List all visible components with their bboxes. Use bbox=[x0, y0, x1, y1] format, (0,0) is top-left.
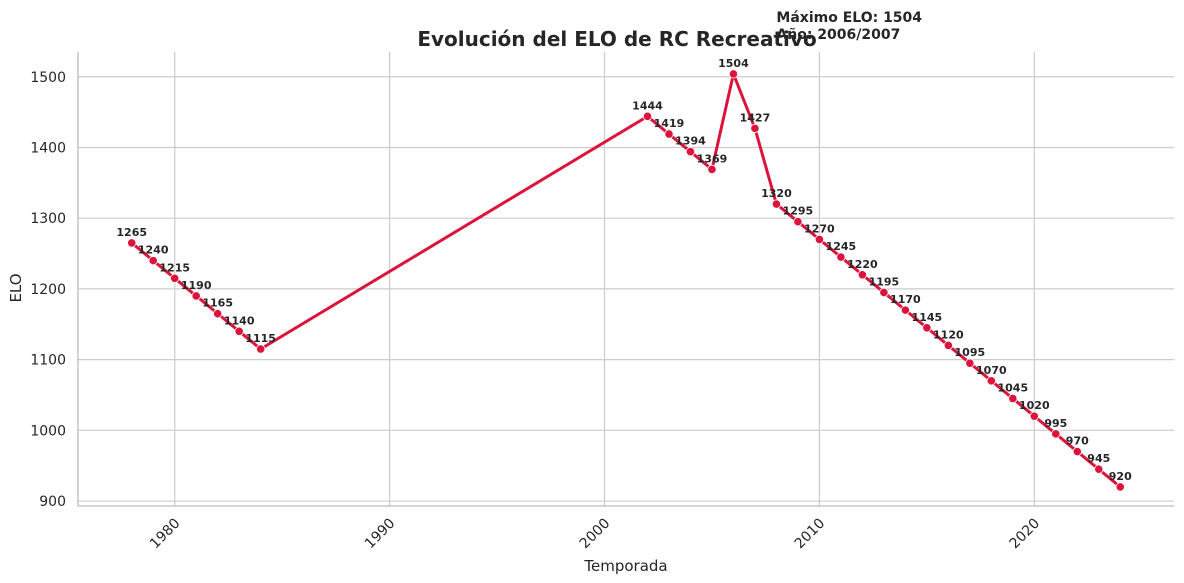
x-tick-label: 1980 bbox=[147, 516, 184, 553]
data-point bbox=[857, 270, 867, 280]
data-point bbox=[728, 69, 739, 79]
data-point bbox=[965, 358, 975, 368]
data-point bbox=[943, 340, 953, 351]
data-point bbox=[1072, 446, 1082, 457]
y-tick-label: 1100 bbox=[30, 353, 66, 369]
data-point bbox=[148, 256, 158, 266]
data-label: 1220 bbox=[847, 258, 878, 271]
data-point bbox=[1029, 411, 1039, 421]
data-label: 1070 bbox=[976, 364, 1007, 377]
data-label: 1295 bbox=[783, 205, 814, 218]
data-label: 1320 bbox=[761, 187, 792, 200]
data-point bbox=[986, 376, 996, 386]
data-label: 1115 bbox=[245, 332, 276, 345]
grid bbox=[78, 52, 1174, 506]
data-label: 1240 bbox=[138, 244, 169, 257]
elo-series-line bbox=[130, 72, 1122, 489]
data-point bbox=[922, 323, 932, 333]
data-label: 1145 bbox=[912, 311, 943, 324]
data-label: 1215 bbox=[159, 261, 190, 274]
data-point bbox=[642, 111, 653, 121]
data-label: 1270 bbox=[804, 222, 835, 235]
x-tick-label: 1990 bbox=[362, 516, 399, 553]
data-point bbox=[685, 147, 696, 157]
axes-spines bbox=[77, 52, 1174, 507]
data-label: 1245 bbox=[826, 240, 857, 253]
data-point bbox=[900, 305, 910, 315]
series-line bbox=[130, 72, 1122, 489]
series-points bbox=[127, 69, 1125, 492]
data-label: 1095 bbox=[955, 346, 986, 359]
data-point bbox=[213, 309, 223, 319]
data-point bbox=[234, 326, 244, 336]
data-label: 1444 bbox=[632, 99, 663, 112]
x-tick-label: 2020 bbox=[1007, 516, 1044, 553]
data-point bbox=[664, 129, 674, 139]
data-point bbox=[1051, 429, 1061, 439]
data-label: 1195 bbox=[869, 275, 900, 288]
y-tick-label: 1400 bbox=[30, 140, 66, 156]
data-label: 1170 bbox=[890, 293, 921, 306]
data-label: 1165 bbox=[202, 297, 233, 310]
data-label: 1190 bbox=[181, 279, 212, 292]
data-point bbox=[170, 273, 180, 283]
max-elo-annotation: Máximo ELO: 1504 bbox=[776, 10, 922, 26]
data-point bbox=[191, 291, 201, 301]
data-label: 1427 bbox=[740, 111, 771, 124]
data-label: 1394 bbox=[675, 135, 706, 148]
data-point bbox=[256, 344, 266, 354]
data-point bbox=[814, 234, 825, 244]
data-label: 945 bbox=[1087, 452, 1110, 465]
chart-title: Evolución del ELO de RC Recreativo bbox=[417, 27, 816, 51]
data-labels: 1265 1240 1215 1190 1165 1140 1115 1444 1419 1394… bbox=[116, 57, 1132, 483]
data-point bbox=[1115, 482, 1125, 492]
x-tick-label: 2000 bbox=[577, 516, 614, 553]
data-label: 970 bbox=[1066, 435, 1089, 448]
data-point bbox=[1008, 393, 1018, 404]
y-tick-label: 1000 bbox=[30, 423, 66, 439]
data-point bbox=[1094, 464, 1104, 474]
data-point bbox=[707, 164, 717, 174]
y-tick-label: 900 bbox=[39, 494, 66, 510]
data-point bbox=[879, 287, 889, 298]
data-point bbox=[750, 123, 760, 133]
data-label: 1020 bbox=[1019, 399, 1050, 412]
data-label: 1045 bbox=[998, 382, 1029, 395]
y-tick-label: 1500 bbox=[30, 70, 66, 86]
x-axis-label: Temporada bbox=[583, 557, 667, 575]
data-point bbox=[127, 238, 137, 248]
y-tick-labels: 900 1000 1100 1200 1300 1400 1500 bbox=[30, 70, 66, 510]
data-label: 1265 bbox=[116, 226, 147, 239]
y-tick-label: 1300 bbox=[30, 211, 66, 227]
x-tick-label: 2010 bbox=[792, 516, 829, 553]
data-label: 1504 bbox=[718, 57, 749, 70]
x-tick-labels: 1980 1990 2000 2010 2020 bbox=[147, 516, 1043, 553]
data-label: 1369 bbox=[697, 152, 728, 165]
data-label: 1120 bbox=[933, 328, 964, 341]
data-label: 920 bbox=[1109, 470, 1132, 483]
y-axis-label: ELO bbox=[7, 273, 25, 302]
data-point bbox=[793, 217, 803, 227]
data-point bbox=[836, 252, 846, 262]
y-tick-label: 1200 bbox=[30, 282, 66, 298]
max-year-annotation: Año: 2006/2007 bbox=[776, 27, 900, 43]
data-point bbox=[771, 199, 782, 209]
data-label: 1419 bbox=[654, 117, 685, 130]
data-label: 995 bbox=[1044, 417, 1067, 430]
data-label: 1140 bbox=[224, 314, 255, 327]
